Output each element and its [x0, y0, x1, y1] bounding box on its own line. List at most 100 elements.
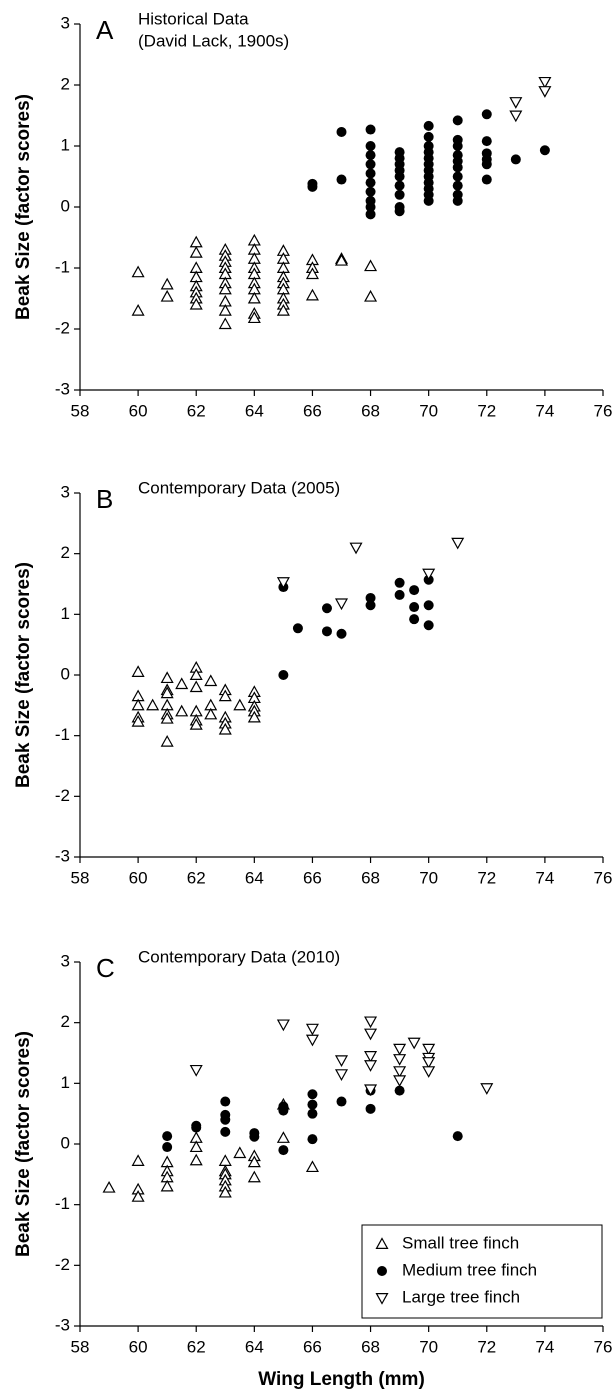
- point: [218, 689, 232, 702]
- x-tick-label: 68: [361, 401, 380, 420]
- point: [510, 154, 521, 165]
- y-tick-label: 3: [61, 13, 70, 32]
- point: [364, 289, 378, 302]
- point: [451, 537, 465, 550]
- point: [394, 180, 405, 191]
- point: [160, 277, 174, 290]
- point: [334, 1055, 349, 1068]
- point: [509, 110, 523, 123]
- point: [365, 168, 376, 179]
- point: [393, 1075, 407, 1088]
- x-tick-label: 58: [71, 401, 90, 420]
- point: [394, 1085, 405, 1096]
- point: [336, 1096, 347, 1107]
- point: [393, 1054, 407, 1066]
- point: [481, 159, 492, 170]
- point: [393, 1043, 407, 1056]
- point: [452, 162, 463, 173]
- point: [394, 589, 405, 600]
- x-tick-label: 66: [303, 868, 322, 887]
- panel-letter: A: [96, 15, 114, 45]
- point: [334, 598, 349, 611]
- point: [336, 628, 347, 639]
- y-axis-label: Beak Size (factor scores): [13, 1031, 34, 1257]
- point: [305, 288, 319, 301]
- point: [160, 686, 174, 699]
- point: [189, 718, 203, 730]
- point: [175, 677, 189, 690]
- panel-title: (David Lack, 1900s): [138, 31, 289, 50]
- x-tick-label: 76: [594, 401, 613, 420]
- point: [452, 115, 463, 126]
- point: [220, 1096, 231, 1107]
- point: [175, 704, 189, 717]
- x-tick-label: 62: [187, 401, 206, 420]
- panel-title: Historical Data: [138, 9, 249, 28]
- point: [247, 311, 261, 324]
- point: [278, 670, 289, 680]
- point: [407, 1037, 421, 1050]
- legend-marker: [375, 1237, 389, 1249]
- point: [409, 614, 420, 625]
- y-tick-label: -2: [55, 786, 70, 805]
- y-tick-label: 0: [61, 664, 70, 683]
- point: [336, 174, 347, 185]
- point: [189, 1064, 203, 1077]
- point: [131, 1190, 145, 1202]
- point: [481, 109, 492, 120]
- x-tick-label: 72: [477, 1337, 496, 1356]
- x-tick-label: 74: [535, 401, 554, 420]
- point: [334, 253, 349, 266]
- point: [423, 195, 434, 206]
- point: [218, 1185, 232, 1198]
- point: [321, 626, 332, 637]
- point: [394, 171, 405, 182]
- point: [131, 265, 145, 278]
- x-tick-label: 64: [245, 868, 264, 887]
- point: [204, 707, 218, 720]
- point: [393, 1066, 407, 1078]
- point: [365, 150, 376, 161]
- point: [278, 1145, 289, 1156]
- point: [160, 711, 174, 724]
- y-tick-label: 2: [61, 543, 70, 562]
- point: [160, 734, 174, 747]
- point: [452, 195, 463, 206]
- point: [218, 317, 232, 330]
- point: [364, 1084, 378, 1097]
- point: [218, 282, 232, 295]
- x-tick-label: 72: [477, 401, 496, 420]
- point: [189, 668, 203, 680]
- point: [481, 174, 492, 185]
- point: [538, 76, 552, 89]
- point: [131, 698, 145, 711]
- x-axis-label: Wing Length (mm): [258, 1369, 425, 1390]
- point: [305, 267, 319, 280]
- point: [307, 178, 318, 189]
- point: [452, 180, 463, 191]
- point: [160, 289, 174, 302]
- point: [423, 620, 434, 631]
- point: [276, 1131, 290, 1143]
- y-axis-label: Beak Size (factor scores): [13, 562, 34, 788]
- x-tick-label: 64: [245, 401, 264, 420]
- x-tick-label: 58: [71, 1337, 90, 1356]
- x-tick-label: 60: [129, 401, 148, 420]
- panel-letter: C: [96, 953, 115, 983]
- y-tick-label: 3: [61, 951, 70, 970]
- point: [365, 141, 376, 151]
- point: [160, 1179, 174, 1192]
- x-tick-label: 60: [129, 1337, 148, 1356]
- point: [218, 722, 232, 735]
- point: [162, 1131, 173, 1142]
- point: [365, 186, 376, 197]
- point: [247, 291, 261, 304]
- point: [305, 1023, 319, 1036]
- y-tick-label: 1: [61, 604, 70, 623]
- y-tick-label: 0: [61, 1133, 70, 1152]
- point: [538, 86, 552, 98]
- x-tick-label: 70: [419, 868, 438, 887]
- point: [365, 1103, 376, 1114]
- x-tick-label: 68: [361, 868, 380, 887]
- point: [247, 1155, 261, 1168]
